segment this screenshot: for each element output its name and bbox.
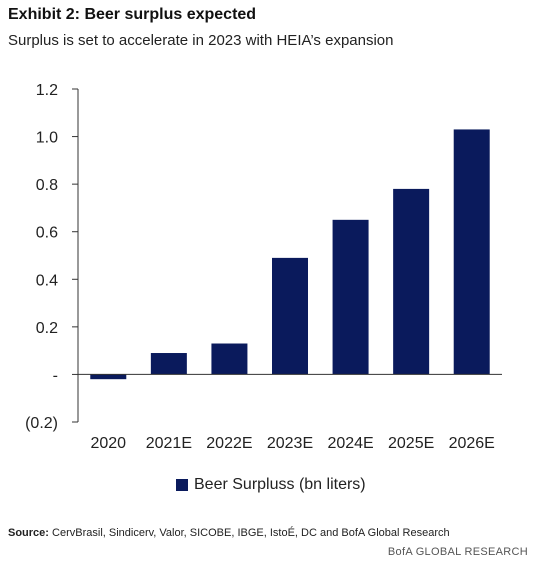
source-note: Source: CervBrasil, Sindicerv, Valor, SI… — [8, 527, 450, 539]
x-tick-label: 2025E — [388, 435, 434, 452]
x-tick-label: 2026E — [449, 435, 495, 452]
x-tick-label: 2023E — [267, 435, 313, 452]
bar-2022E — [211, 343, 248, 375]
x-tick-label: 2022E — [206, 435, 252, 452]
x-axis-labels: 2020 2021E 2022E 2023E 2024E 2025E 2026E — [90, 435, 494, 452]
source-label: Source: — [8, 527, 49, 539]
y-tick-label: 1.0 — [36, 130, 58, 147]
bar-2025E — [393, 188, 430, 375]
bar-chart: 1.21.00.80.60.40.2-(0.2) 2020 2021E 2022E 2… — [25, 82, 502, 452]
chart-subtitle: Surplus is set to accelerate in 2023 wit… — [8, 32, 394, 49]
legend-swatch — [176, 479, 188, 491]
bar-2024E — [332, 219, 369, 375]
y-tick-label: 0.4 — [36, 272, 58, 289]
x-tick-label: 2020 — [90, 435, 126, 452]
chart-title: Exhibit 2: Beer surplus expected — [8, 6, 257, 23]
bar-series — [90, 129, 490, 380]
bar-2020 — [90, 374, 127, 380]
bar-2021E — [150, 353, 187, 375]
brand-footer: BofA GLOBAL RESEARCH — [387, 546, 528, 558]
y-tick-label: 0.6 — [36, 225, 58, 242]
bar-2026E — [453, 129, 490, 375]
bar-2023E — [272, 257, 308, 375]
y-tick-label: 0.2 — [36, 320, 58, 337]
legend-label: Beer Surpluss (bn liters) — [194, 476, 366, 493]
y-tick-label: 0.8 — [36, 177, 58, 194]
legend: Beer Surpluss (bn liters) — [176, 476, 366, 494]
y-tick-label: (0.2) — [25, 415, 58, 432]
y-tick-label: - — [53, 367, 58, 384]
source-text: CervBrasil, Sindicerv, Valor, SICOBE, IB… — [52, 527, 450, 539]
y-tick-label: 1.2 — [36, 82, 58, 99]
x-tick-label: 2024E — [327, 435, 373, 452]
x-tick-label: 2021E — [146, 435, 192, 452]
y-axis-ticks: 1.2 1.0 0.8 0.6 0.4 0.2 - (0.2) — [25, 82, 78, 432]
